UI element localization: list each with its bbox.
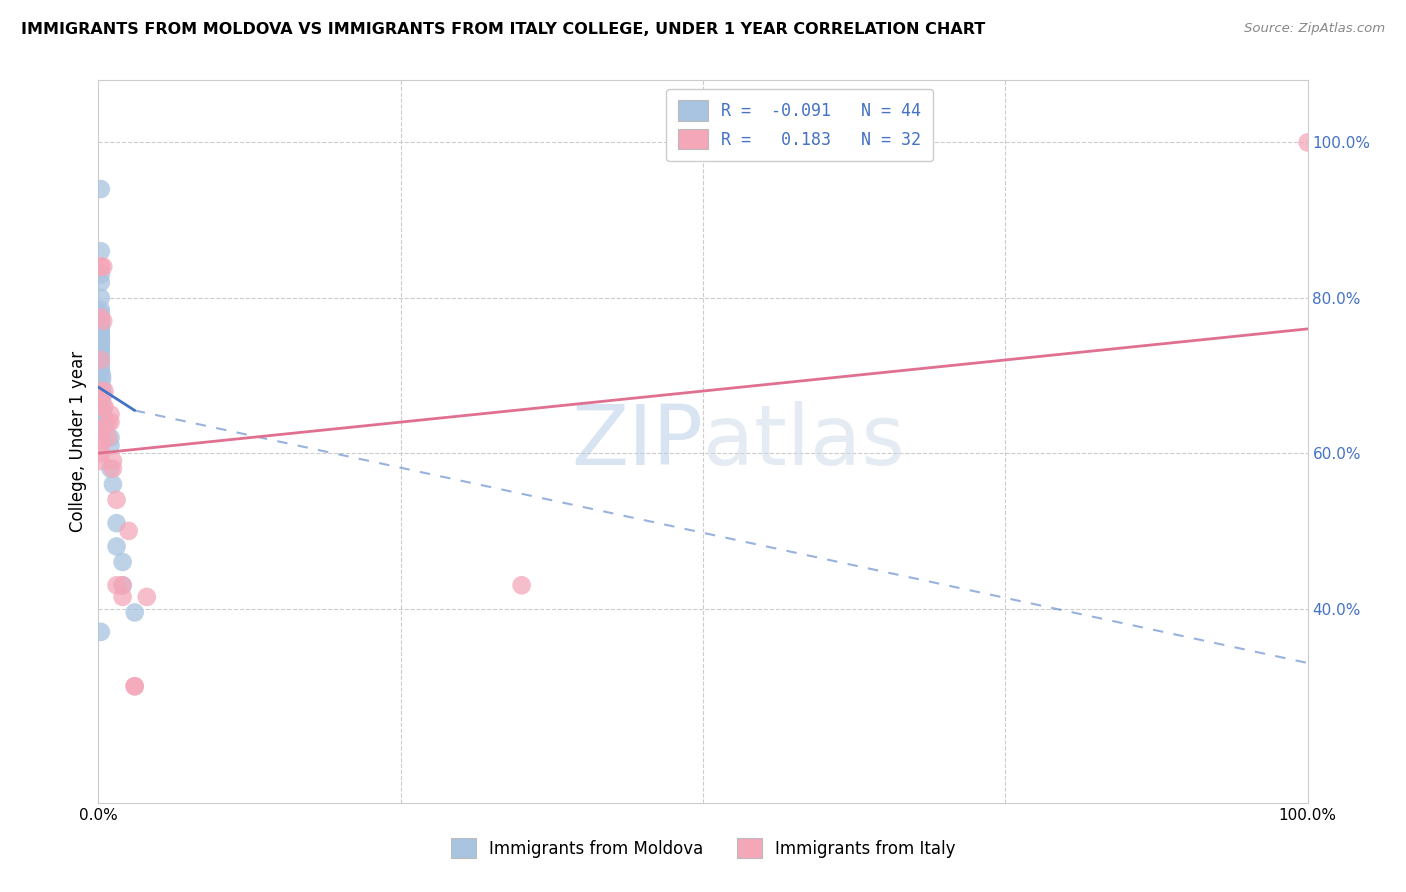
Point — [90, 329, 112, 343]
Text: ZIP: ZIP — [571, 401, 703, 482]
Point — [90, 345, 112, 359]
Point — [90, 331, 112, 345]
Point — [90, 310, 112, 325]
Point — [90, 360, 112, 375]
Point — [111, 555, 134, 569]
Point — [93, 415, 115, 429]
Point — [101, 461, 124, 475]
Y-axis label: College, Under 1 year: College, Under 1 year — [69, 351, 87, 533]
Point — [90, 357, 112, 371]
Point — [90, 291, 112, 305]
Point — [105, 516, 128, 530]
Point — [93, 423, 115, 437]
Point — [124, 606, 146, 620]
Point — [91, 372, 114, 386]
Point — [100, 461, 122, 475]
Point — [100, 438, 122, 452]
Point — [90, 323, 112, 337]
Point — [90, 384, 112, 398]
Point — [90, 446, 112, 460]
Point — [100, 431, 122, 445]
Text: atlas: atlas — [703, 401, 904, 482]
Point — [90, 400, 112, 414]
Point — [135, 590, 157, 604]
Point — [90, 339, 112, 353]
Point — [90, 392, 112, 406]
Point — [111, 590, 134, 604]
Point — [90, 306, 112, 320]
Point — [90, 268, 112, 282]
Point — [124, 679, 146, 693]
Point — [111, 578, 134, 592]
Point — [90, 365, 112, 379]
Point — [93, 400, 115, 414]
Point — [91, 260, 114, 274]
Point — [100, 408, 122, 422]
Point — [97, 415, 120, 429]
Point — [90, 260, 112, 274]
Point — [101, 477, 124, 491]
Point — [91, 400, 114, 414]
Point — [90, 353, 112, 368]
Point — [91, 380, 114, 394]
Point — [90, 320, 112, 334]
Point — [90, 335, 112, 350]
Text: Source: ZipAtlas.com: Source: ZipAtlas.com — [1244, 22, 1385, 36]
Point — [93, 384, 115, 398]
Legend: Immigrants from Moldova, Immigrants from Italy: Immigrants from Moldova, Immigrants from… — [443, 830, 963, 867]
Point — [90, 316, 112, 330]
Point — [90, 312, 112, 326]
Point — [90, 275, 112, 289]
Point — [91, 408, 114, 422]
Point — [91, 388, 114, 402]
Point — [90, 318, 112, 332]
Point — [90, 353, 112, 368]
Point — [105, 540, 128, 554]
Point — [510, 578, 533, 592]
Point — [90, 438, 112, 452]
Point — [118, 524, 141, 538]
Point — [105, 492, 128, 507]
Point — [91, 314, 114, 328]
Point — [90, 334, 112, 348]
Point — [90, 454, 112, 468]
Point — [101, 454, 124, 468]
Point — [100, 415, 122, 429]
Point — [91, 368, 114, 383]
Point — [90, 182, 112, 196]
Point — [90, 310, 112, 325]
Point — [90, 244, 112, 259]
Point — [111, 578, 134, 592]
Point — [124, 679, 146, 693]
Point — [90, 431, 112, 445]
Point — [97, 431, 120, 445]
Point — [90, 624, 112, 639]
Point — [90, 349, 112, 363]
Text: IMMIGRANTS FROM MOLDOVA VS IMMIGRANTS FROM ITALY COLLEGE, UNDER 1 YEAR CORRELATI: IMMIGRANTS FROM MOLDOVA VS IMMIGRANTS FR… — [21, 22, 986, 37]
Point — [105, 578, 128, 592]
Point — [90, 326, 112, 340]
Point — [1296, 136, 1319, 150]
Point — [90, 302, 112, 317]
Point — [90, 423, 112, 437]
Point — [90, 260, 112, 274]
Point — [90, 341, 112, 355]
